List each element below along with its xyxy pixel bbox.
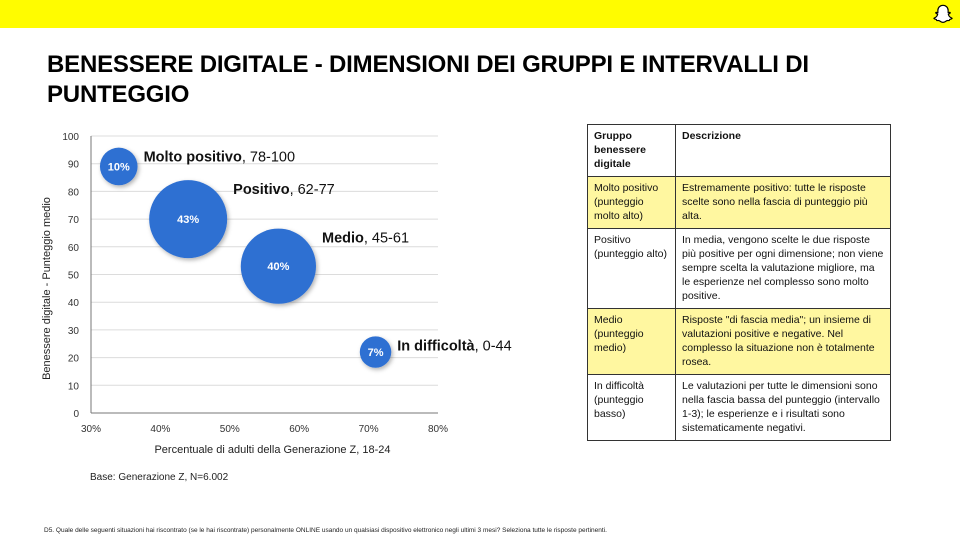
footnote: D5. Quale delle seguenti situazioni hai … [44,527,607,534]
y-tick-label: 50 [68,271,80,282]
bubble [359,336,392,368]
y-tick-label: 70 [68,215,80,226]
table-cell-group: Molto positivo (punteggio molto alto) [587,176,676,229]
y-tick-label: 80 [68,187,80,198]
bubble-group-name: In difficoltà [397,338,475,354]
bubble-chart: 0 10 20 30 40 50 60 70 80 90 100 30% 40% 50% 60% 70% 80%… [20,118,560,468]
base-note: Base: Generazione Z, N=6.002 [90,472,229,483]
x-tick-label: 40% [150,424,170,435]
bubble-label: 10% [108,161,130,173]
bubble-group-label: Positivo, 62-77 [233,182,335,198]
y-axis-title: Benessere digitale - Punteggio medio [41,197,53,380]
y-tick-label: 100 [62,132,79,143]
bubble-chart-svg: 0 10 20 30 40 50 60 70 80 90 100 30% 40% 50% 60% 70% 80%… [41,132,512,456]
table-row: Molto positivo (punteggio molto alto) Es… [587,176,891,229]
table-row: Medio (punteggio medio) Risposte "di fas… [587,308,891,375]
top-bar [0,0,960,28]
table-header-description: Descrizione [675,124,891,177]
bubble-label: 43% [177,214,199,226]
y-tick-label: 10 [68,381,80,392]
table-row: In difficoltà (punteggio basso) Le valut… [587,374,891,441]
bubble-group-range: , 45-61 [364,231,409,247]
bubble-group-name: Positivo [233,182,290,198]
bubble-label: 7% [368,347,384,359]
bubble-label: 40% [267,261,289,273]
y-tick-label: 0 [73,409,79,420]
table-cell-group: Positivo (punteggio alto) [587,228,676,309]
table-cell-group: In difficoltà (punteggio basso) [587,374,676,441]
table-header-row: Gruppo benessere digitale Descrizione [587,124,891,177]
bubble-group-name: Medio [322,231,364,247]
y-tick-label: 20 [68,354,80,365]
x-tick-label: 80% [428,424,448,435]
bubble-group-label: Molto positivo, 78-100 [144,150,295,166]
x-tick-label: 30% [81,424,101,435]
table-cell-description: Le valutazioni per tutte le dimensioni s… [675,374,891,441]
bubble-group-label: Medio, 45-61 [322,231,409,247]
bubble [99,147,138,186]
snapchat-ghost-icon [933,4,953,23]
x-axis-title: Percentuale di adulti della Generazione … [154,444,390,456]
y-tick-label: 30 [68,326,80,337]
y-tick-label: 40 [68,298,80,309]
table-header-group: Gruppo benessere digitale [587,124,676,177]
description-table: Gruppo benessere digitale Descrizione Mo… [587,124,891,441]
bubble-group-label: In difficoltà, 0-44 [397,338,511,354]
bubble [149,180,228,259]
table-cell-group: Medio (punteggio medio) [587,308,676,375]
table-row: Positivo (punteggio alto) In media, veng… [587,228,891,309]
x-tick-label: 50% [220,424,240,435]
y-tick-label: 90 [68,160,80,171]
bubble-group-range: , 62-77 [290,182,335,198]
y-tick-label: 60 [68,243,80,254]
bubble [240,228,316,304]
table-cell-description: Risposte "di fascia media"; un insieme d… [675,308,891,375]
table-cell-description: Estremamente positivo: tutte le risposte… [675,176,891,229]
page-title: BENESSERE DIGITALE - DIMENSIONI DEI GRUP… [47,51,809,108]
x-tick-label: 60% [289,424,309,435]
x-tick-label: 70% [359,424,379,435]
bubble-group-range: , 0-44 [475,338,512,354]
bubble-group-range: , 78-100 [242,150,295,166]
table-cell-description: In media, vengono scelte le due risposte… [675,228,891,309]
bubble-group-name: Molto positivo [144,150,242,166]
